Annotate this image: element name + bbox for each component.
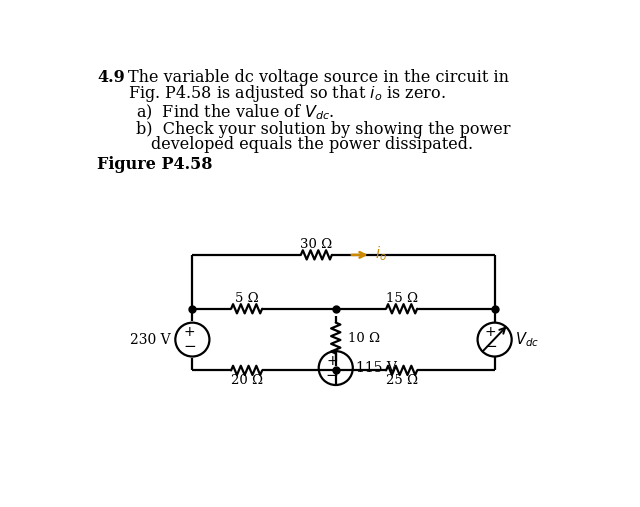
Text: +: + [485, 325, 497, 340]
Text: 10 Ω: 10 Ω [348, 332, 380, 345]
Text: b)  Check your solution by showing the power: b) Check your solution by showing the po… [136, 121, 510, 138]
Text: 30 Ω: 30 Ω [300, 238, 332, 251]
Text: −: − [326, 368, 339, 383]
Text: +: + [326, 354, 338, 368]
Text: Fig. P4.58 is adjusted so that $i_o$ is zero.: Fig. P4.58 is adjusted so that $i_o$ is … [128, 83, 446, 104]
Text: 230 V: 230 V [130, 333, 171, 347]
Text: developed equals the power dissipated.: developed equals the power dissipated. [151, 135, 474, 153]
Text: +: + [184, 325, 195, 340]
Text: $i_o$: $i_o$ [375, 245, 387, 264]
Text: The variable dc voltage source in the circuit in: The variable dc voltage source in the ci… [128, 68, 509, 86]
Text: $V_{dc}$: $V_{dc}$ [515, 330, 539, 349]
Text: 4.9: 4.9 [97, 68, 125, 86]
Text: 25 Ω: 25 Ω [386, 374, 418, 387]
Text: Figure P4.58: Figure P4.58 [97, 156, 212, 172]
Text: 15 Ω: 15 Ω [386, 292, 418, 305]
Text: 5 Ω: 5 Ω [235, 292, 259, 305]
Text: 115 V: 115 V [356, 361, 397, 375]
Text: a)  Find the value of $V_{dc}$.: a) Find the value of $V_{dc}$. [136, 102, 334, 122]
Text: −: − [484, 339, 497, 354]
Text: 20 Ω: 20 Ω [230, 374, 262, 387]
Text: −: − [183, 339, 196, 354]
